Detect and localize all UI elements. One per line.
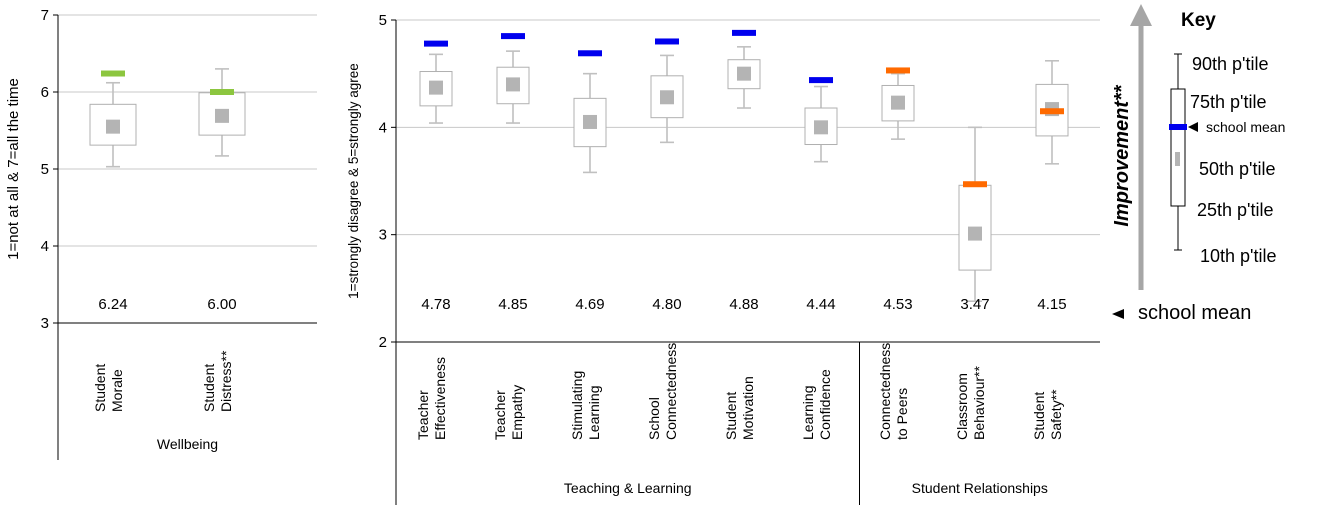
key-p75-label: 75th p'tile — [1190, 92, 1267, 112]
left-panel: 3 4 5 6 7 1=not at all & 7=all the time 6.24 St… — [5, 7, 317, 460]
improvement-label: Improvement** — [1111, 84, 1133, 226]
school-mean-value: 4.85 — [498, 296, 527, 313]
median-marker — [215, 108, 229, 123]
school-mean-value: 4.44 — [806, 296, 835, 313]
category-label: Classroom — [954, 373, 970, 440]
key-title: Key — [1181, 10, 1216, 31]
box-plot — [198, 68, 246, 157]
median-marker — [737, 66, 751, 81]
key-p50-label: 50th p'tile — [1199, 159, 1276, 179]
box-plot — [89, 70, 137, 168]
school-mean-marker — [424, 40, 448, 47]
box-plot — [804, 77, 838, 163]
box-plot — [958, 126, 992, 303]
group-label: Student Relationships — [912, 480, 1048, 496]
school-mean-marker — [963, 181, 987, 188]
median-marker — [814, 120, 828, 135]
box-plot — [496, 33, 530, 124]
school-mean-marker — [732, 29, 756, 36]
category-label: Morale — [109, 369, 125, 412]
category-label: Behaviour** — [971, 366, 987, 440]
school-mean-marker — [101, 70, 125, 77]
y-tick-label: 3 — [379, 227, 387, 244]
school-mean-value: 6.24 — [98, 296, 127, 313]
improvement-arrow-head-icon — [1130, 4, 1152, 26]
median-marker — [106, 119, 120, 134]
category-label: Confidence — [817, 369, 833, 440]
category-label: Distress** — [218, 350, 234, 412]
median-marker — [429, 80, 443, 95]
school-mean-marker — [501, 33, 525, 40]
y-tick-label: 7 — [41, 7, 49, 24]
school-mean-marker — [886, 67, 910, 74]
y-tick-label: 3 — [41, 315, 49, 332]
box-plot — [727, 29, 761, 109]
key-iqr-box — [1170, 88, 1186, 207]
school-mean-row-label: school mean — [1138, 302, 1251, 324]
school-mean-marker — [210, 89, 234, 95]
category-label: Effectiveness — [432, 357, 448, 440]
school-mean-value: 4.80 — [652, 296, 681, 313]
key-legend: Improvement** Key 90th p'tile 75th p'tile sc… — [1111, 4, 1285, 290]
category-label: Student — [201, 364, 217, 412]
school-mean-marker — [655, 38, 679, 45]
median-marker — [968, 226, 982, 241]
y-tick-label: 4 — [41, 238, 49, 255]
category-label: to Peers — [894, 388, 910, 440]
category-label: Connectedness — [877, 343, 893, 440]
category-label: Learning — [586, 386, 602, 441]
category-label: Safety** — [1048, 389, 1064, 440]
school-mean-value: 4.88 — [729, 296, 758, 313]
box-plot — [1035, 59, 1069, 165]
school-mean-marker — [809, 77, 833, 84]
school-mean-value: 4.78 — [421, 296, 450, 313]
box-plot — [881, 67, 915, 140]
median-marker — [660, 90, 674, 105]
y-tick-label: 2 — [379, 334, 387, 351]
school-mean-marker — [578, 50, 602, 57]
school-mean-row: school mean — [1112, 302, 1251, 324]
category-label: Student — [92, 364, 108, 412]
key-p90-label: 90th p'tile — [1192, 54, 1269, 74]
school-mean-value: 4.69 — [575, 296, 604, 313]
category-label: Teacher — [492, 390, 508, 440]
school-mean-value: 4.53 — [883, 296, 912, 313]
pointer-triangle-icon — [1112, 309, 1124, 319]
key-median-marker — [1175, 152, 1180, 166]
category-label: School — [646, 397, 662, 440]
y-tick-label: 6 — [41, 84, 49, 101]
right-panel: 2 3 4 5 1=strongly disagree & 5=strongly agr… — [346, 12, 1100, 505]
box-plot — [419, 40, 453, 124]
category-label: Learning — [800, 386, 816, 441]
box-plot — [650, 38, 684, 144]
category-label: Teacher — [415, 390, 431, 440]
school-mean-value: 6.00 — [207, 296, 236, 313]
school-mean-value: 3.47 — [960, 296, 989, 313]
category-label: Empathy — [509, 385, 525, 440]
key-mean-marker — [1169, 124, 1187, 130]
category-label: Connectedness — [663, 343, 679, 440]
median-marker — [891, 95, 905, 110]
school-mean-marker — [1040, 108, 1064, 115]
y-axis-label: 1=strongly disagree & 5=strongly agree — [346, 63, 361, 299]
y-tick-label: 4 — [379, 119, 387, 136]
y-tick-label: 5 — [379, 12, 387, 29]
school-mean-value: 4.15 — [1037, 296, 1066, 313]
category-label: Motivation — [740, 376, 756, 440]
box-plot — [573, 50, 607, 174]
key-p10-label: 10th p'tile — [1200, 246, 1277, 266]
median-marker — [506, 77, 520, 92]
category-label: Stimulating — [569, 371, 585, 440]
median-marker — [583, 114, 597, 129]
key-mean-label: school mean — [1206, 119, 1285, 135]
category-label: Student — [723, 392, 739, 440]
y-tick-label: 5 — [41, 161, 49, 178]
key-p25-label: 25th p'tile — [1197, 200, 1274, 220]
group-label: Teaching & Learning — [564, 480, 692, 496]
key-pointer-icon — [1188, 122, 1198, 132]
group-label: Wellbeing — [157, 436, 218, 452]
y-axis-label: 1=not at all & 7=all the time — [5, 78, 22, 260]
category-label: Student — [1031, 392, 1047, 440]
